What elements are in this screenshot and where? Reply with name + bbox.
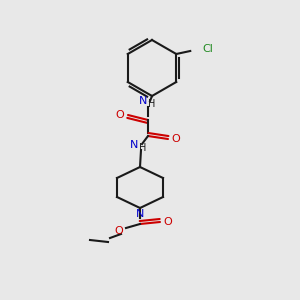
Text: N: N — [130, 140, 138, 150]
Text: H: H — [148, 99, 156, 109]
Text: O: O — [116, 110, 124, 120]
Text: N: N — [139, 96, 147, 106]
Text: O: O — [164, 217, 172, 227]
Text: H: H — [139, 143, 147, 153]
Text: N: N — [136, 209, 144, 219]
Text: Cl: Cl — [202, 44, 213, 54]
Text: O: O — [172, 134, 180, 144]
Text: O: O — [115, 226, 123, 236]
